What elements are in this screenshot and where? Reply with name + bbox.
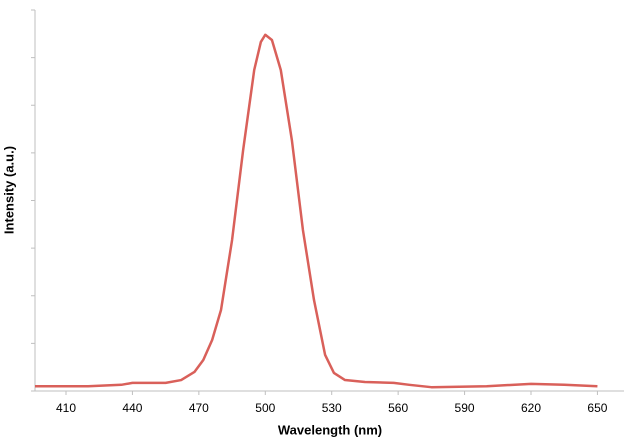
x-tick-label: 620 [521, 401, 541, 415]
x-tick-label: 560 [388, 401, 408, 415]
x-tick-label: 590 [455, 401, 475, 415]
x-tick-label: 470 [189, 401, 209, 415]
x-tick-label: 500 [255, 401, 275, 415]
x-tick-label: 440 [122, 401, 142, 415]
x-tick-label: 530 [322, 401, 342, 415]
y-axis-label: Intensity (a.u.) [1, 146, 16, 234]
x-tick-label: 650 [587, 401, 607, 415]
x-axis-label: Wavelength (nm) [278, 422, 382, 437]
x-tick-label: 410 [56, 401, 76, 415]
line-series [35, 33, 598, 389]
